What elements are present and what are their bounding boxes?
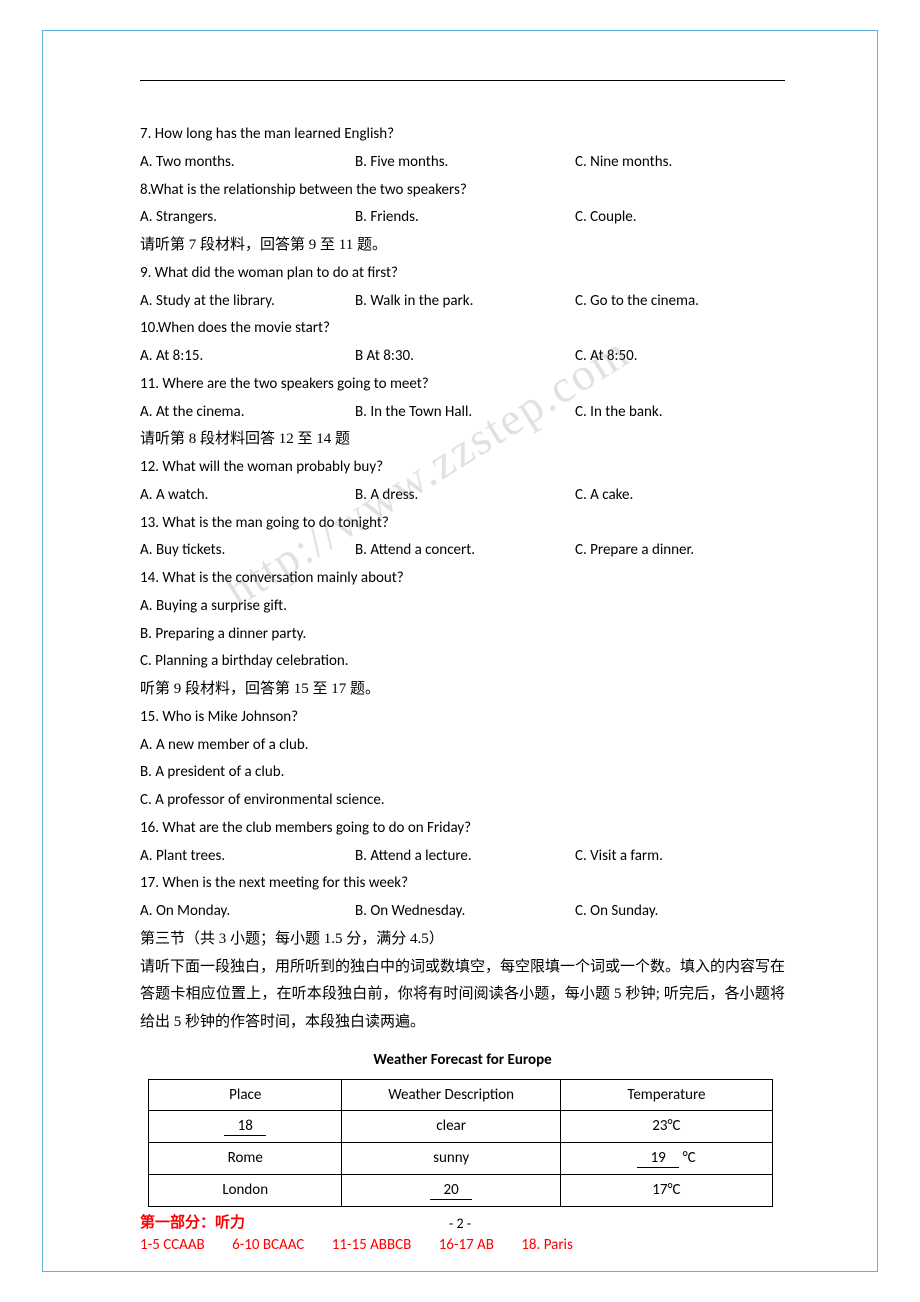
q7-text: 7. How long has the man learned English? [140,121,785,149]
q10-c: C. At 8:50. [575,343,785,371]
blank-18: 18 [224,1117,266,1136]
cell-temp-3: 17°C [560,1174,772,1206]
q14-c: C. Planning a birthday celebration. [140,648,785,676]
q8-b: B. Friends. [355,204,575,232]
top-rule [140,80,785,81]
q17-a: A. On Monday. [140,898,355,926]
cell-place-3: London [149,1174,342,1206]
q11-c: C. In the bank. [575,399,785,427]
cell-temp-1: 23°C [560,1110,772,1142]
blank-20: 20 [430,1181,472,1200]
q10-opts: A. At 8:15. B At 8:30. C. At 8:50. [140,343,785,371]
section8: 请听第 8 段材料回答 12 至 14 题 [140,426,785,454]
cell-desc-1: clear [342,1110,560,1142]
q11-opts: A. At the cinema. B. In the Town Hall. C… [140,399,785,427]
ans-3: 11-15 ABBCB [332,1236,412,1254]
q14-a: A. Buying a surprise gift. [140,593,785,621]
q16-c: C. Visit a farm. [575,843,785,871]
temp-suffix: °C [679,1149,695,1167]
cell-desc-3: 20 [342,1174,560,1206]
q10-text: 10.When does the movie start? [140,315,785,343]
q12-a: A. A watch. [140,482,355,510]
q7-a: A. Two months. [140,149,355,177]
page-number: - 2 - [0,1215,920,1232]
ans-2: 6-10 BCAAC [232,1236,304,1254]
ans-1: 1-5 CCAAB [140,1236,205,1254]
section9: 听第 9 段材料，回答第 15 至 17 题。 [140,676,785,704]
q16-b: B. Attend a lecture. [355,843,575,871]
section7: 请听第 7 段材料，回答第 9 至 11 题。 [140,232,785,260]
section3: 第三节（共 3 小题；每小题 1.5 分，满分 4.5） [140,926,785,954]
th-place: Place [149,1079,342,1110]
q9-text: 9. What did the woman plan to do at firs… [140,260,785,288]
q16-opts: A. Plant trees. B. Attend a lecture. C. … [140,843,785,871]
q13-c: C. Prepare a dinner. [575,537,785,565]
q14-b: B. Preparing a dinner party. [140,621,785,649]
q16-a: A. Plant trees. [140,843,355,871]
q9-b: B. Walk in the park. [355,288,575,316]
table-title: Weather Forecast for Europe [140,1051,785,1069]
q11-a: A. At the cinema. [140,399,355,427]
q8-opts: A. Strangers. B. Friends. C. Couple. [140,204,785,232]
q7-c: C. Nine months. [575,149,785,177]
q10-a: A. At 8:15. [140,343,355,371]
q9-c: C. Go to the cinema. [575,288,785,316]
q9-opts: A. Study at the library. B. Walk in the … [140,288,785,316]
q8-a: A. Strangers. [140,204,355,232]
q13-a: A. Buy tickets. [140,537,355,565]
q14-text: 14. What is the conversation mainly abou… [140,565,785,593]
q17-b: B. On Wednesday. [355,898,575,926]
cell-desc-2: sunny [342,1142,560,1174]
q13-text: 13. What is the man going to do tonight? [140,510,785,538]
q12-b: B. A dress. [355,482,575,510]
q10-b: B At 8:30. [355,343,575,371]
q8-c: C. Couple. [575,204,785,232]
cell-place-1: 18 [149,1110,342,1142]
q11-text: 11. Where are the two speakers going to … [140,371,785,399]
cell-place-2: Rome [149,1142,342,1174]
q15-c: C. A professor of environmental science. [140,787,785,815]
q12-opts: A. A watch. B. A dress. C. A cake. [140,482,785,510]
instruction: 请听下面一段独白，用所听到的独白中的词或数填空，每空限填一个词或一个数。填入的内… [140,954,785,1037]
ans-4: 16-17 AB [439,1236,494,1254]
th-temp: Temperature [560,1079,772,1110]
q15-text: 15. Who is Mike Johnson? [140,704,785,732]
q13-opts: A. Buy tickets. B. Attend a concert. C. … [140,537,785,565]
q17-text: 17. When is the next meeting for this we… [140,870,785,898]
q8-text: 8.What is the relationship between the t… [140,177,785,205]
blank-19: 19 [637,1149,679,1168]
q9-a: A. Study at the library. [140,288,355,316]
q7-b: B. Five months. [355,149,575,177]
q17-c: C. On Sunday. [575,898,785,926]
q16-text: 16. What are the club members going to d… [140,815,785,843]
q13-b: B. Attend a concert. [355,537,575,565]
table-row: Rome sunny 19 °C [149,1142,773,1174]
th-desc: Weather Description [342,1079,560,1110]
q12-text: 12. What will the woman probably buy? [140,454,785,482]
weather-table: Place Weather Description Temperature 18… [148,1079,773,1207]
table-header-row: Place Weather Description Temperature [149,1079,773,1110]
page-content: 7. How long has the man learned English?… [140,80,785,1260]
cell-temp-2: 19 °C [560,1142,772,1174]
q7-opts: A. Two months. B. Five months. C. Nine m… [140,149,785,177]
table-row: London 20 17°C [149,1174,773,1206]
q11-b: B. In the Town Hall. [355,399,575,427]
answer-line: 1-5 CCAAB 6-10 BCAAC 11-15 ABBCB 16-17 A… [140,1232,785,1260]
ans-5: 18. Paris [521,1236,573,1254]
table-row: 18 clear 23°C [149,1110,773,1142]
q12-c: C. A cake. [575,482,785,510]
q15-a: A. A new member of a club. [140,732,785,760]
q15-b: B. A president of a club. [140,759,785,787]
q17-opts: A. On Monday. B. On Wednesday. C. On Sun… [140,898,785,926]
